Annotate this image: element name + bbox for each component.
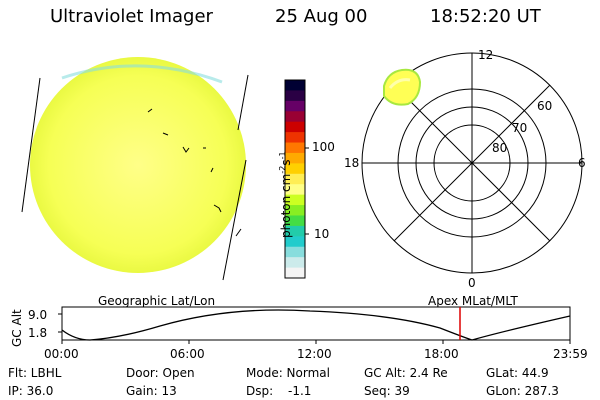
timeline-xtick-label: 12:00	[297, 347, 332, 361]
timeline-axis-label: GC Alt	[10, 309, 24, 347]
colorbar-cell	[285, 111, 305, 123]
instrument-title: Ultraviolet Imager	[50, 6, 213, 27]
seq-info: Seq: 39	[364, 384, 410, 398]
dsp-label: Dsp:	[246, 384, 274, 398]
dsp-value: -1.1	[288, 384, 312, 398]
timeline-xtick-label: 06:00	[170, 347, 205, 361]
colorbar-cell	[285, 121, 305, 133]
ip-info: IP: 36.0	[8, 384, 54, 398]
coast-mark	[182, 146, 190, 153]
orbit-timeline	[58, 306, 571, 344]
colorbar-cell	[285, 152, 305, 164]
gain-info: Gain: 13	[126, 384, 177, 398]
glon-info: GLon: 287.3	[486, 384, 559, 398]
polar-label-12: 12	[478, 48, 494, 62]
timeline-frame	[61, 306, 571, 341]
coast-mark	[210, 167, 214, 173]
coast-mark	[235, 228, 242, 237]
colorbar-cell	[285, 236, 305, 248]
coast-mark	[213, 204, 222, 213]
limb-line-right-lower	[222, 159, 247, 281]
colorbar-frame	[284, 79, 306, 279]
timeline-xtick-label: 00:00	[44, 347, 79, 361]
colorbar-cell	[285, 80, 305, 91]
colorbar-cell	[285, 246, 305, 258]
polar-diagonal-2	[393, 84, 551, 242]
colorbar-cell	[285, 267, 305, 279]
colorbar-cell	[285, 257, 305, 269]
timeline-ymin: 1.8	[28, 326, 48, 340]
timeline-xtick-label: 23:59	[553, 347, 588, 361]
mode-info: Mode: Normal	[246, 366, 330, 380]
apex-label: Apex MLat/MLT	[428, 294, 518, 308]
colorbar-cell	[285, 215, 305, 227]
polar-label-18: 18	[344, 156, 360, 170]
polar-label-60: 60	[537, 99, 553, 113]
filter-info: Flt: LBHL	[8, 366, 62, 380]
timeline-xtick-label: 18:00	[424, 347, 459, 361]
colorbar-unit-label: photon cm-2s-1	[278, 151, 293, 238]
earth-disk	[30, 57, 246, 273]
polar-label-70: 70	[512, 121, 528, 135]
colorbar	[284, 79, 309, 279]
altitude-curve	[61, 309, 571, 341]
coast-mark	[147, 108, 153, 113]
colorbar-cell	[285, 132, 305, 144]
colorbar-tick-10: 10	[314, 227, 330, 241]
colorbar-cell	[285, 142, 305, 154]
colorbar-cell	[285, 100, 305, 112]
polar-plot	[361, 52, 583, 274]
date-label: 25 Aug 00	[275, 6, 368, 27]
polar-label-6: 6	[578, 156, 586, 170]
colorbar-cell	[285, 205, 305, 216]
limb-line-right-upper	[237, 74, 249, 131]
geographic-label: Geographic Lat/Lon	[98, 294, 216, 308]
gc-alt-info: GC Alt: 2.4 Re	[364, 366, 448, 380]
limb-line-left	[21, 77, 41, 213]
colorbar-tick-100: 100	[312, 140, 335, 154]
colorbar-cell	[285, 225, 305, 237]
aurora-patch	[383, 68, 422, 106]
disk-limb-glow	[61, 64, 223, 84]
glat-info: GLat: 44.9	[486, 366, 549, 380]
timeline-ymax: 9.0	[28, 308, 48, 322]
earth-disk-image	[21, 57, 249, 281]
colorbar-cell	[285, 184, 305, 196]
colorbar-cell	[285, 90, 305, 102]
coast-mark	[162, 132, 169, 136]
colorbar-unit-text: photon cm-2s-1	[278, 151, 293, 238]
polar-label-80: 80	[492, 141, 508, 155]
aurora-highlight	[388, 78, 411, 89]
door-info: Door: Open	[126, 366, 195, 380]
colorbar-cell	[285, 194, 305, 206]
colorbar-cell	[285, 173, 305, 185]
polar-label-0: 0	[468, 276, 476, 290]
time-label: 18:52:20 UT	[430, 6, 541, 27]
colorbar-cell	[285, 163, 305, 175]
